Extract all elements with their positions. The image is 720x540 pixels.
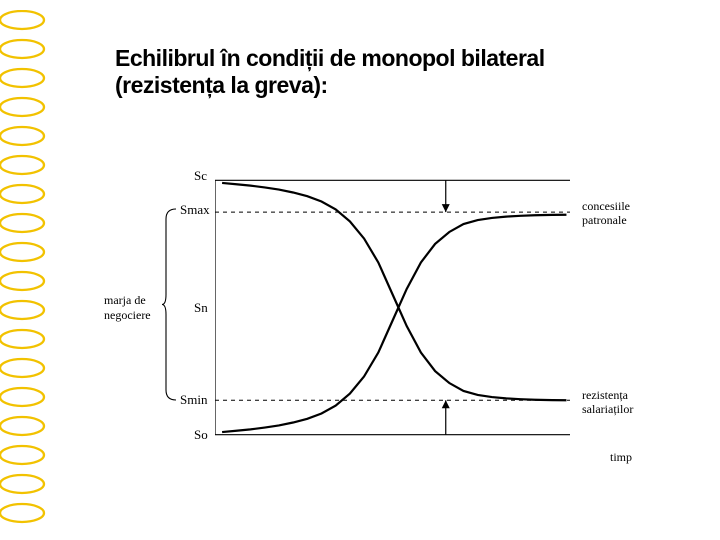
negotiation-brace	[162, 209, 180, 400]
label-marja-1: marja de	[104, 293, 146, 308]
spiral-binding	[0, 10, 55, 530]
label-marja-2: negociere	[104, 308, 151, 323]
label-concesii-2: patronale	[582, 213, 627, 228]
label-concesii-1: concesiile	[582, 199, 630, 214]
bilateral-monopoly-chart	[215, 175, 570, 440]
label-sc: Sc	[194, 168, 207, 184]
label-so: So	[194, 427, 208, 443]
title-line2: (rezistența la greva):	[115, 72, 328, 99]
label-sn: Sn	[194, 300, 208, 316]
title-line1: Echilibrul în condiții de monopol bilate…	[115, 45, 545, 72]
label-smax: Smax	[180, 202, 210, 218]
label-smin: Smin	[180, 392, 207, 408]
label-rezistenta-1: rezistența	[582, 388, 628, 403]
label-rezistenta-2: salariaților	[582, 402, 633, 417]
label-timp: timp	[610, 450, 632, 465]
